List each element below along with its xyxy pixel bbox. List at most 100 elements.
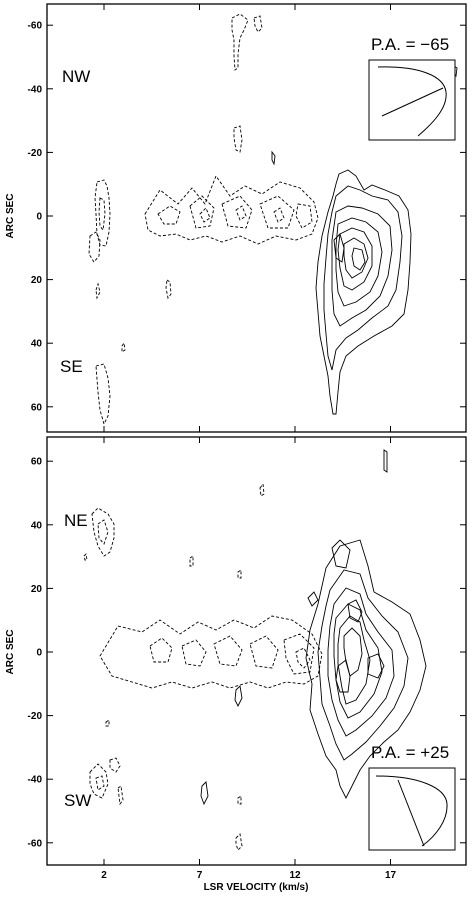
position-angle-inset	[368, 767, 456, 851]
x-tick-label: 7	[197, 870, 203, 881]
y-tick-label: 20	[31, 275, 43, 286]
solid-contour	[271, 150, 276, 166]
dashed-contour	[181, 639, 207, 667]
dashed-contour	[237, 569, 242, 579]
solid-contour	[351, 247, 366, 271]
dashed-contour	[259, 482, 265, 497]
solid-contours-top	[271, 65, 458, 415]
y-axis-label-top: ARC SEC	[5, 193, 16, 238]
dashed-contour	[149, 637, 173, 663]
panel-bottom: ARC SEC LSR VELOCITY (km/s) -60 -40 -20 0 20…	[5, 436, 467, 893]
dashed-contour	[249, 635, 279, 669]
y-tick-label: 20	[31, 584, 43, 595]
dashed-contour	[105, 719, 110, 727]
dashed-contour	[189, 195, 215, 229]
dashed-contour	[237, 795, 242, 805]
dashed-contour	[259, 195, 295, 229]
y-axis-label-bottom: ARC SEC	[5, 629, 16, 674]
dashed-contour	[235, 205, 247, 221]
dashed-contour	[121, 341, 126, 353]
dashed-contour	[144, 175, 319, 245]
y-tick-label: 60	[31, 457, 43, 468]
panel-top-frame	[46, 3, 467, 433]
y-tick-label: -40	[28, 84, 43, 95]
dashed-contour	[109, 757, 121, 773]
solid-contour	[323, 185, 403, 371]
solid-contour	[335, 217, 383, 307]
solid-contour	[331, 539, 351, 569]
solid-contour	[234, 685, 243, 708]
x-tick-label: 12	[289, 870, 301, 881]
solid-contour	[343, 627, 363, 677]
inset-arc	[375, 775, 448, 847]
y-tick-label: 60	[31, 402, 43, 413]
inset-box	[368, 767, 456, 851]
y-tick-label: 0	[36, 648, 42, 659]
direction-label-bottom: SE	[60, 357, 83, 376]
solid-contour	[200, 781, 209, 806]
direction-label-bottom: SW	[64, 791, 91, 810]
solid-contour	[367, 653, 385, 679]
position-angle-label: P.A. = +25	[371, 743, 449, 762]
solid-contour	[315, 169, 412, 415]
y-tick-label: 0	[36, 212, 42, 223]
solid-contour	[343, 237, 369, 279]
x-tick-label: 17	[385, 870, 397, 881]
direction-label-top: NE	[64, 511, 88, 530]
solid-contour	[335, 659, 351, 693]
y-tick-label: -40	[28, 775, 43, 786]
panel-bottom-frame	[46, 436, 467, 866]
inset-slit	[397, 779, 425, 847]
direction-label-top: NW	[62, 67, 90, 86]
dashed-contour	[273, 207, 285, 223]
dashed-contour	[99, 615, 323, 689]
dashed-contour	[199, 207, 211, 223]
dashed-contour	[94, 179, 111, 247]
dashed-contour	[233, 125, 243, 153]
dashed-contour	[235, 833, 243, 851]
dashed-contour	[89, 763, 109, 799]
inset-box	[368, 59, 456, 141]
dashed-contour	[221, 195, 253, 229]
x-tick-label: 2	[101, 870, 107, 881]
dashed-contour	[117, 785, 124, 806]
dashed-contour	[213, 635, 243, 667]
solid-contour	[333, 233, 345, 263]
solid-contour	[331, 205, 393, 327]
y-tick-label: -60	[28, 21, 43, 32]
dashed-contour	[88, 231, 101, 263]
dashed-contour	[253, 15, 263, 33]
solid-contour	[383, 449, 388, 473]
dashed-contours-top	[88, 13, 319, 426]
solid-contour	[317, 569, 409, 761]
solid-contour	[337, 615, 371, 705]
x-ticks-top	[103, 4, 391, 432]
solid-contour	[337, 227, 373, 291]
y-ticks-top: -60 -40 -20 0 20 40 60	[28, 21, 466, 413]
x-ticks-bottom: 2 7 12 17	[101, 437, 396, 881]
dashed-contour	[165, 279, 172, 300]
position-angle-label: P.A. = −65	[371, 35, 449, 54]
dashed-contour	[83, 553, 88, 561]
solid-contour	[327, 587, 395, 737]
dashed-contour	[98, 197, 106, 232]
solid-contours-bottom	[200, 449, 427, 806]
inset-slit	[381, 87, 444, 117]
y-tick-label: -60	[28, 838, 43, 849]
solid-contour	[347, 599, 363, 623]
dashed-contours-bottom	[83, 482, 323, 851]
dashed-contour	[91, 507, 115, 557]
dashed-contour	[95, 363, 111, 426]
solid-contour	[305, 539, 427, 800]
dashed-contour	[283, 633, 315, 675]
dashed-contour	[295, 203, 313, 229]
solid-contour	[307, 591, 319, 607]
dashed-contour	[95, 775, 105, 791]
panel-top: ARC SEC -60 -40 -20 0 20 40 60	[5, 3, 467, 433]
y-tick-label: 40	[31, 520, 43, 531]
inset-arc	[377, 66, 447, 137]
y-ticks-bottom: -60 -40 -20 0 20 40 60	[28, 457, 466, 849]
y-tick-label: -20	[28, 148, 43, 159]
dashed-contour	[95, 282, 101, 300]
